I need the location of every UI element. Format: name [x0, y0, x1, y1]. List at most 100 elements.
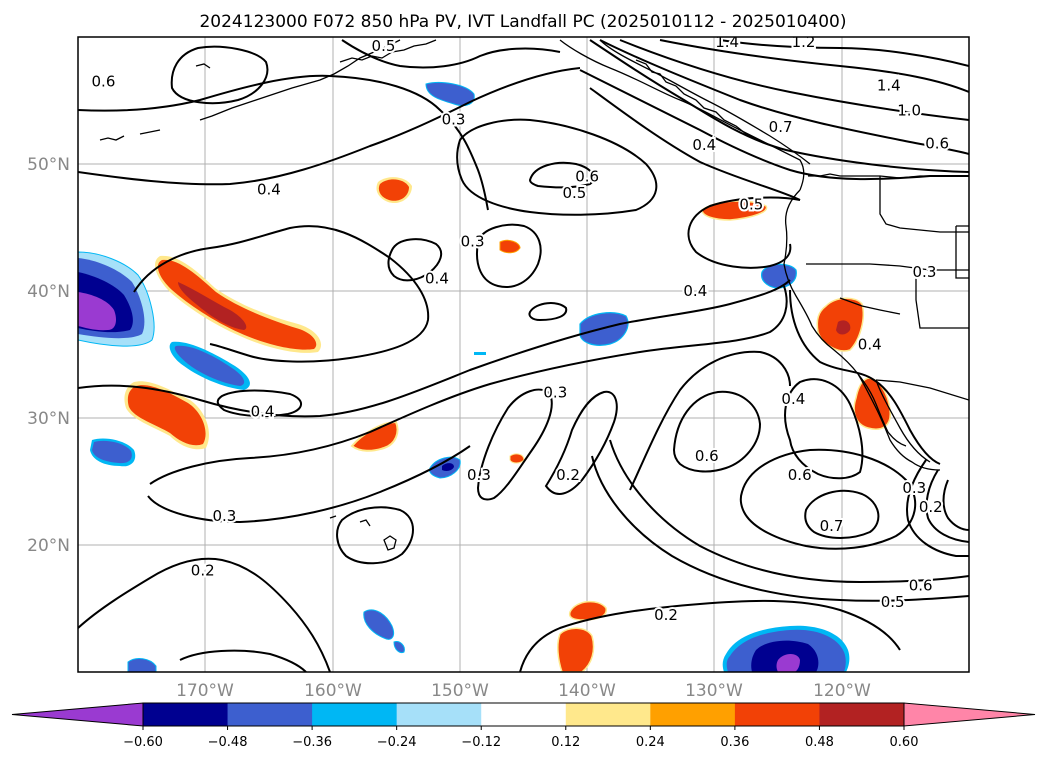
longitude-tick-label: 160°W: [304, 681, 362, 701]
contour-line: [739, 448, 916, 550]
contour-label: 0.6: [92, 72, 116, 90]
colorbar-segment: [734, 703, 820, 726]
coastlines: [99, 39, 969, 551]
contour-label: 0.3: [902, 479, 926, 497]
colorbar-segment: [481, 703, 567, 726]
colorbar-segment: [565, 703, 651, 726]
positive-pv-blob: [127, 385, 206, 446]
colorbar-segment: [312, 703, 398, 726]
negative-pv-blob: [363, 609, 395, 640]
contour-label: 0.6: [575, 168, 599, 186]
colorbar-tick-label: 0.24: [636, 735, 665, 750]
colorbar-segment: [143, 703, 229, 726]
colorbar-tick-label: −0.24: [377, 735, 417, 750]
contour-label: 0.3: [913, 263, 937, 281]
colorbar-segment: [227, 703, 313, 726]
contour-line: [672, 390, 762, 473]
negative-pv-blob: [174, 345, 245, 386]
contour-line: [341, 39, 561, 69]
contour-line: [78, 279, 791, 418]
colorbar-frame: [142, 702, 905, 727]
colorbar-tick-label: −0.12: [461, 735, 501, 750]
contour-line: [804, 489, 880, 539]
contour-line: [609, 439, 969, 584]
colorbar-tick-label: 0.12: [551, 735, 580, 750]
longitude-tick-labels: 170°W 160°W 150°W 140°W 130°W 120°W: [176, 681, 871, 701]
latitude-tick-label: 50°N: [27, 155, 70, 175]
latitude-tick-label: 30°N: [27, 409, 70, 429]
colorbar-tick-label: −0.60: [123, 735, 163, 750]
contour-label: 0.7: [820, 517, 844, 535]
contour-line: [591, 455, 969, 602]
contour-line: [687, 196, 801, 269]
contour-label: 0.5: [739, 196, 763, 214]
negative-pv-blob: [425, 81, 475, 107]
colorbar-tick-label: −0.36: [292, 735, 332, 750]
contour-label: 0.3: [543, 384, 567, 402]
contour-label: 0.3: [461, 232, 485, 250]
colorbar-tick-label: −0.48: [208, 735, 248, 750]
contour-label: 1.2: [792, 33, 816, 51]
contour-line: [387, 238, 443, 282]
contour-label: 0.3: [467, 466, 491, 484]
contour-label: 0.2: [919, 498, 943, 516]
contour-label: 0.4: [683, 282, 707, 300]
contour-label: 0.4: [425, 269, 449, 287]
contour-line: [589, 39, 969, 173]
contour-line: [906, 459, 969, 557]
positive-pv-blob: [836, 320, 851, 335]
contour-label: 0.5: [881, 593, 905, 611]
positive-pv-blob: [157, 259, 317, 350]
longitude-tick-label: 150°W: [431, 681, 489, 701]
latitude-tick-label: 20°N: [27, 536, 70, 556]
contour-line: [659, 39, 969, 93]
contour-label: 0.3: [212, 507, 236, 525]
contour-line: [528, 161, 595, 189]
colorbar-extend-min: [11, 702, 144, 727]
ivt-contours: [78, 39, 969, 672]
negative-pv-blob: [474, 352, 486, 355]
contour-labels: 0.60.50.30.40.60.50.30.40.40.30.40.3 0.20…: [90, 33, 952, 626]
contour-line: [629, 350, 791, 491]
contour-line: [78, 67, 581, 186]
contour-line: [456, 118, 658, 216]
contour-label: 0.5: [562, 184, 586, 202]
contour-label: 1.0: [897, 102, 921, 120]
contour-label: 0.4: [858, 335, 882, 353]
contour-line: [589, 87, 801, 201]
contour-line: [147, 445, 471, 524]
longitude-tick-label: 130°W: [685, 681, 743, 701]
contour-label: 0.6: [788, 466, 812, 484]
contour-line: [476, 223, 542, 288]
contour-line: [336, 506, 414, 565]
contour-label: 0.4: [781, 390, 805, 408]
contour-line: [544, 390, 618, 495]
contour-label: 0.7: [769, 118, 793, 136]
longitude-tick-label: 140°W: [558, 681, 616, 701]
contour-label: 0.5: [372, 37, 396, 55]
colorbar-segment: [650, 703, 736, 726]
positive-pv-blob: [350, 420, 399, 452]
contour-line: [170, 45, 269, 105]
negative-pv-blob: [393, 641, 405, 653]
contour-label: 1.4: [715, 33, 739, 51]
negative-pv-blob: [127, 658, 157, 672]
colorbar-segment: [819, 703, 905, 726]
contour-line: [942, 479, 969, 531]
contour-label: 0.2: [556, 466, 580, 484]
contour-label: 0.4: [692, 136, 716, 154]
positive-pv-blob: [499, 239, 521, 254]
contour-line: [619, 39, 969, 121]
colorbar-segment: [396, 703, 482, 726]
contour-line: [719, 39, 969, 67]
positive-pv-blob: [557, 627, 595, 672]
contour-line: [78, 74, 489, 211]
contour-label: 0.6: [925, 135, 949, 153]
positive-pv-blob: [509, 453, 525, 464]
colorbar: −0.60 −0.48 −0.36 −0.24 −0.12 0.12 0.24 0.36 0.4…: [11, 702, 1036, 750]
contour-line: [528, 302, 568, 322]
colorbar-tick-label: 0.36: [720, 735, 749, 750]
contour-line: [476, 388, 553, 501]
latitude-tick-label: 40°N: [27, 282, 70, 302]
